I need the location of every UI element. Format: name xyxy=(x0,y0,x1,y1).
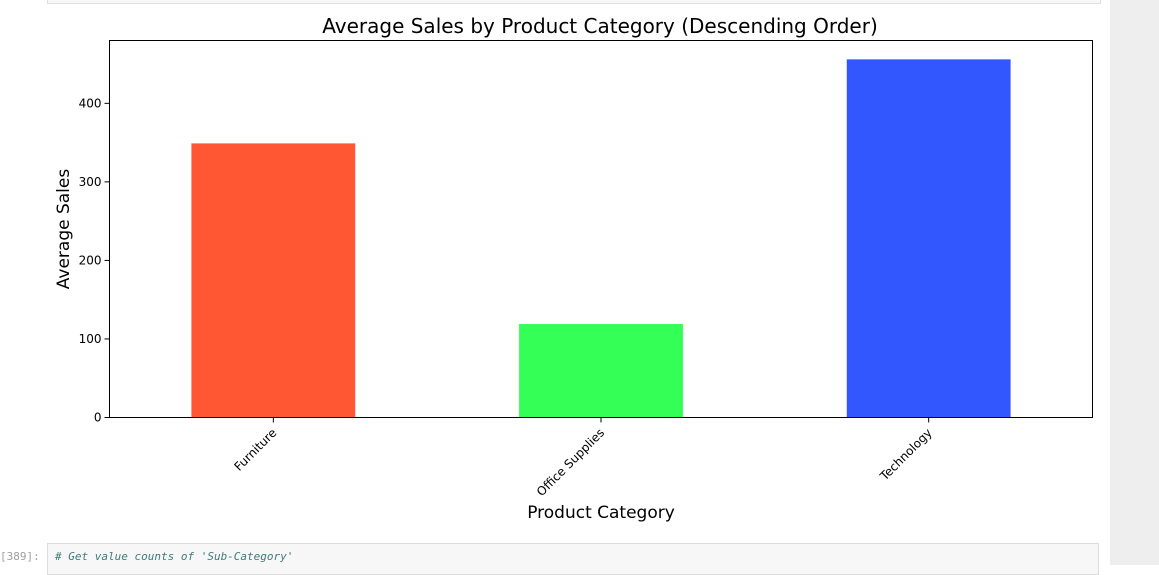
cell-prompt: [389]: xyxy=(0,550,40,563)
y-tick-label: 200 xyxy=(79,253,102,267)
bar-furniture xyxy=(191,143,356,418)
y-tick-label: 400 xyxy=(79,96,102,110)
scrollbar-gutter[interactable] xyxy=(1110,0,1159,565)
x-axis: Furniture Office Supplies Technology xyxy=(231,417,935,499)
y-axis: 0 100 200 300 400 xyxy=(79,96,110,425)
previous-cell xyxy=(47,0,1101,4)
bar-chart: Average Sales by Product Category (Desce… xyxy=(54,14,1093,523)
y-tick-label: 100 xyxy=(79,332,102,346)
x-tick-label: Furniture xyxy=(231,426,279,474)
chart-output: Average Sales by Product Category (Desce… xyxy=(54,14,1093,523)
y-tick-label: 0 xyxy=(94,411,102,425)
bars-group xyxy=(191,59,1011,418)
x-axis-label: Product Category xyxy=(527,503,675,523)
y-tick-label: 300 xyxy=(79,175,102,189)
code-comment: # Get value counts of 'Sub-Category' xyxy=(55,550,294,563)
bar-office-supplies xyxy=(519,324,683,418)
code-cell[interactable]: # Get value counts of 'Sub-Category' xyxy=(47,543,1099,575)
x-tick-label: Office Supplies xyxy=(534,426,607,499)
y-axis-label: Average Sales xyxy=(54,169,74,290)
chart-title: Average Sales by Product Category (Desce… xyxy=(322,14,878,38)
x-tick-label: Technology xyxy=(877,426,935,484)
bar-technology xyxy=(846,59,1011,418)
plot-frame xyxy=(109,40,1093,418)
